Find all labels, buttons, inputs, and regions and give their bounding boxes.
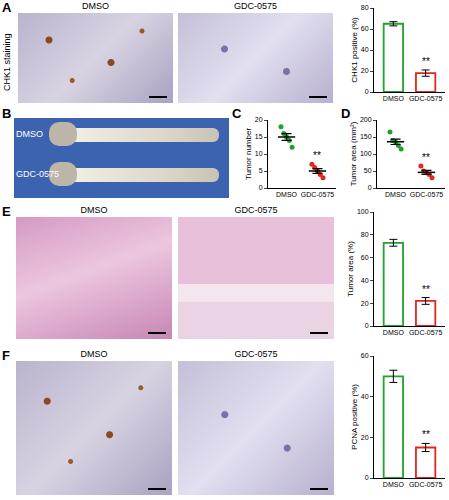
svg-text:20: 20: [361, 434, 369, 441]
svg-text:20: 20: [255, 116, 263, 123]
html-text:E: E: [2, 204, 11, 219]
svg-text:DMSO: DMSO: [383, 329, 405, 336]
html-text:DMSO: DMSO: [16, 129, 43, 139]
html-text:GDC-0575: GDC-0575: [234, 205, 278, 215]
svg-text:GDC-0575: GDC-0575: [409, 95, 443, 102]
svg-text:0: 0: [259, 184, 263, 191]
svg-text:GDC-0575: GDC-0575: [410, 191, 444, 198]
svg-text:100: 100: [360, 150, 372, 157]
html-text:GDC-0575: GDC-0575: [234, 349, 278, 359]
html-text:A: A: [2, 0, 12, 15]
svg-text:5: 5: [259, 167, 263, 174]
svg-text:**: **: [422, 152, 430, 163]
html-text:DMSO: DMSO: [80, 205, 108, 215]
svg-text:CHK1 positive (%): CHK1 positive (%): [350, 17, 359, 83]
html-text:GDC-0575: GDC-0575: [16, 169, 59, 179]
svg-text:Tumor number: Tumor number: [244, 128, 253, 181]
svg-text:200: 200: [360, 116, 372, 123]
svg-text:40: 40: [361, 277, 369, 284]
html-text:C: C: [232, 106, 242, 121]
html-text:D: D: [341, 106, 351, 121]
svg-text:Tumor area (mm²): Tumor area (mm²): [349, 121, 358, 186]
svg-text:10: 10: [255, 150, 263, 157]
svg-text:150: 150: [360, 133, 372, 140]
svg-text:60: 60: [361, 25, 369, 32]
svg-text:15: 15: [255, 133, 263, 140]
svg-text:**: **: [422, 56, 430, 67]
svg-text:0: 0: [365, 88, 369, 95]
svg-text:DMSO: DMSO: [385, 191, 407, 198]
html-text:F: F: [2, 348, 10, 363]
svg-text:0: 0: [365, 474, 369, 481]
svg-text:50: 50: [364, 167, 372, 174]
svg-text:PCNA positive (%): PCNA positive (%): [350, 384, 359, 450]
html-text:DMSO: DMSO: [80, 349, 108, 359]
svg-text:40: 40: [361, 393, 369, 400]
svg-text:DMSO: DMSO: [276, 191, 298, 198]
svg-text:60: 60: [361, 254, 369, 261]
svg-text:80: 80: [361, 231, 369, 238]
html-text:B: B: [2, 106, 12, 121]
svg-text:40: 40: [361, 46, 369, 53]
html-text:GDC-0575: GDC-0575: [234, 1, 277, 11]
svg-text:DMSO: DMSO: [383, 95, 405, 102]
svg-text:60: 60: [361, 352, 369, 359]
svg-text:**: **: [422, 284, 430, 295]
html-text:CHK1 staining: CHK1 staining: [2, 33, 12, 91]
svg-text:GDC-0575: GDC-0575: [301, 191, 335, 198]
svg-text:DMSO: DMSO: [383, 481, 405, 488]
svg-text:Tumor area (%): Tumor area (%): [346, 241, 355, 297]
svg-text:GDC-0575: GDC-0575: [409, 329, 443, 336]
svg-text:20: 20: [361, 300, 369, 307]
svg-text:**: **: [422, 429, 430, 440]
html-text:DMSO: DMSO: [82, 1, 109, 11]
svg-text:20: 20: [361, 67, 369, 74]
svg-text:0: 0: [368, 184, 372, 191]
svg-text:**: **: [313, 150, 321, 161]
svg-text:100: 100: [357, 208, 369, 215]
svg-text:GDC-0575: GDC-0575: [409, 481, 443, 488]
svg-text:0: 0: [365, 322, 369, 329]
svg-text:80: 80: [361, 4, 369, 11]
